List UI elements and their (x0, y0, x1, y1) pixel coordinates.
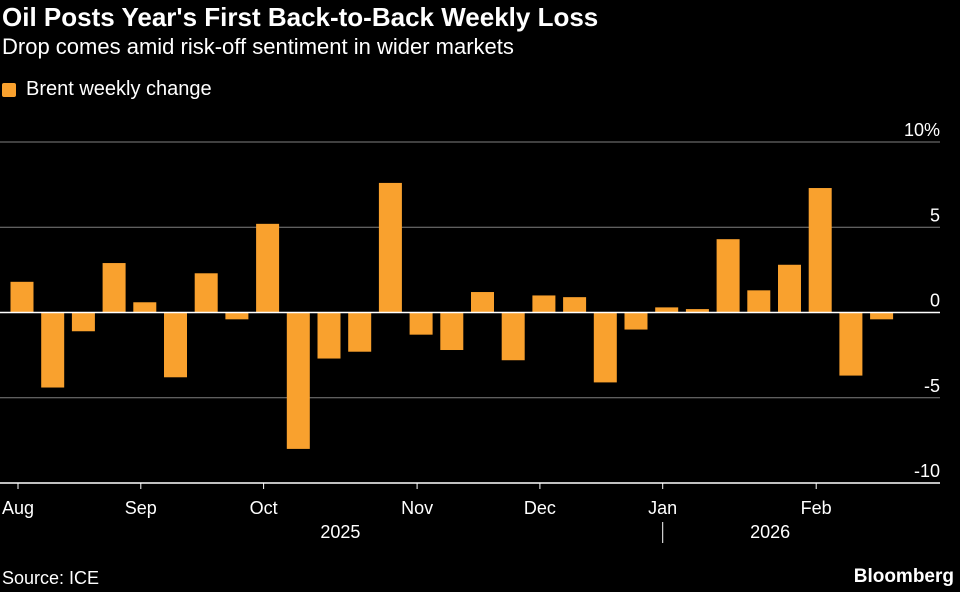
legend-swatch (2, 82, 16, 97)
y-tick-label: 10% (904, 120, 940, 140)
brand-logo: Bloomberg (853, 566, 954, 587)
x-month-label: Sep (125, 498, 157, 518)
bar (71, 312, 95, 332)
bar (378, 182, 402, 313)
bar (747, 290, 771, 313)
bar (685, 309, 709, 313)
x-month-label: Jan (648, 498, 677, 518)
bar (624, 312, 648, 330)
bar (563, 297, 587, 313)
bar (593, 312, 617, 383)
x-month-label: Aug (2, 498, 34, 518)
source-note: Source: ICE (2, 568, 100, 588)
bar (471, 292, 494, 313)
chart-subtitle: Drop comes amid risk-off sentiment in wi… (2, 34, 514, 59)
bar (532, 295, 556, 313)
chart-title: Oil Posts Year's First Back-to-Back Week… (2, 2, 599, 32)
y-axis: 10% 5 0 -5 -10 (904, 120, 940, 481)
bar (317, 312, 341, 359)
x-year-label: 2025 (320, 522, 360, 542)
bar (286, 312, 310, 449)
bar (839, 312, 863, 376)
bar (256, 223, 280, 313)
bar (808, 188, 832, 313)
legend: Brent weekly change (2, 78, 212, 101)
x-month-label: Dec (524, 498, 556, 518)
x-month-label: Oct (250, 498, 278, 518)
x-year-label: 2026 (750, 522, 790, 542)
bar (440, 312, 464, 351)
x-axis: Aug Sep Oct Nov Dec Jan Feb 2025 2026 (0, 482, 940, 543)
y-tick-label: -10 (914, 461, 940, 481)
bar (102, 263, 126, 313)
bar (501, 312, 525, 361)
x-month-label: Feb (801, 498, 832, 518)
bar (655, 307, 679, 313)
x-month-label: Nov (401, 498, 433, 518)
bar (133, 302, 157, 313)
bars-layer (10, 182, 894, 449)
bar (164, 312, 187, 378)
y-tick-label: -5 (924, 376, 940, 396)
bar (409, 312, 433, 335)
bar (778, 264, 801, 313)
bar (225, 312, 249, 320)
legend-label: Brent weekly change (26, 78, 212, 100)
y-tick-label: 5 (930, 205, 940, 225)
bar (348, 312, 372, 352)
bar (870, 312, 894, 320)
bar (41, 312, 65, 388)
bar (10, 281, 34, 313)
bar (716, 239, 740, 313)
bar (194, 273, 218, 313)
y-tick-label: 0 (930, 291, 940, 311)
